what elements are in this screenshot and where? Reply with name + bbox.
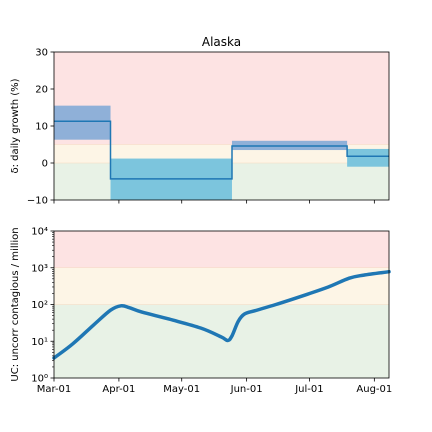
growth-step-line bbox=[54, 120, 389, 180]
growth-y-tick-label: −10 bbox=[27, 196, 48, 207]
growth-y-tick-label: 10 bbox=[35, 122, 48, 133]
contagious-y-tick-label: 10¹ bbox=[31, 337, 48, 348]
contagious-y-tick-label: 10⁰ bbox=[31, 374, 48, 385]
contagious-y-tick-label: 10³ bbox=[31, 263, 48, 274]
contagious-y-tick-label: 10² bbox=[31, 300, 48, 311]
growth-confidence-band-1 bbox=[54, 105, 111, 140]
growth-step-path bbox=[54, 120, 389, 180]
x-tick-label: Jul-01 bbox=[294, 384, 323, 395]
growth-confidence-band-4 bbox=[347, 148, 389, 167]
growth-y-tick-label: 20 bbox=[35, 85, 48, 96]
contagious-series-line bbox=[52, 269, 391, 360]
x-tick-label: Mar-01 bbox=[37, 384, 72, 395]
contagious-green-zone bbox=[54, 304, 389, 378]
contagious-y-ticks: 10⁰ 10¹ 10² 10³ 10⁴ bbox=[31, 227, 54, 385]
contagious-line-path bbox=[52, 269, 391, 360]
growth-x-ticks bbox=[53, 200, 375, 204]
growth-y-ticks: −10 0 10 20 30 bbox=[27, 48, 54, 207]
growth-y-tick-label: 30 bbox=[35, 48, 48, 59]
contagious-yellow-zone bbox=[54, 267, 389, 305]
growth-y-tick-label: 0 bbox=[42, 159, 48, 170]
x-tick-label: May-01 bbox=[163, 384, 200, 395]
contagious-panel: 10⁰ 10¹ 10² 10³ 10⁴ Mar-01 Apr-01 May-01 Jun-01… bbox=[10, 227, 392, 396]
contagious-y-tick-label: 10⁴ bbox=[31, 227, 48, 238]
growth-rate-panel: −10 0 10 20 30 Alaska δ: daily growth (%) bbox=[10, 35, 390, 207]
contagious-red-zone bbox=[54, 231, 389, 268]
growth-y-axis-label: δ: daily growth (%) bbox=[10, 78, 21, 173]
x-tick-label: Apr-01 bbox=[102, 384, 135, 395]
x-tick-label: Aug-01 bbox=[356, 384, 392, 395]
contagious-y-axis-label: UC: uncorr contagious / million bbox=[10, 227, 21, 381]
chart-title: Alaska bbox=[202, 35, 241, 49]
contagious-zone-bands bbox=[54, 231, 389, 378]
contagious-x-ticks: Mar-01 Apr-01 May-01 Jun-01 Jul-01 Aug-01 bbox=[37, 378, 392, 395]
x-tick-label: Jun-01 bbox=[230, 384, 263, 395]
